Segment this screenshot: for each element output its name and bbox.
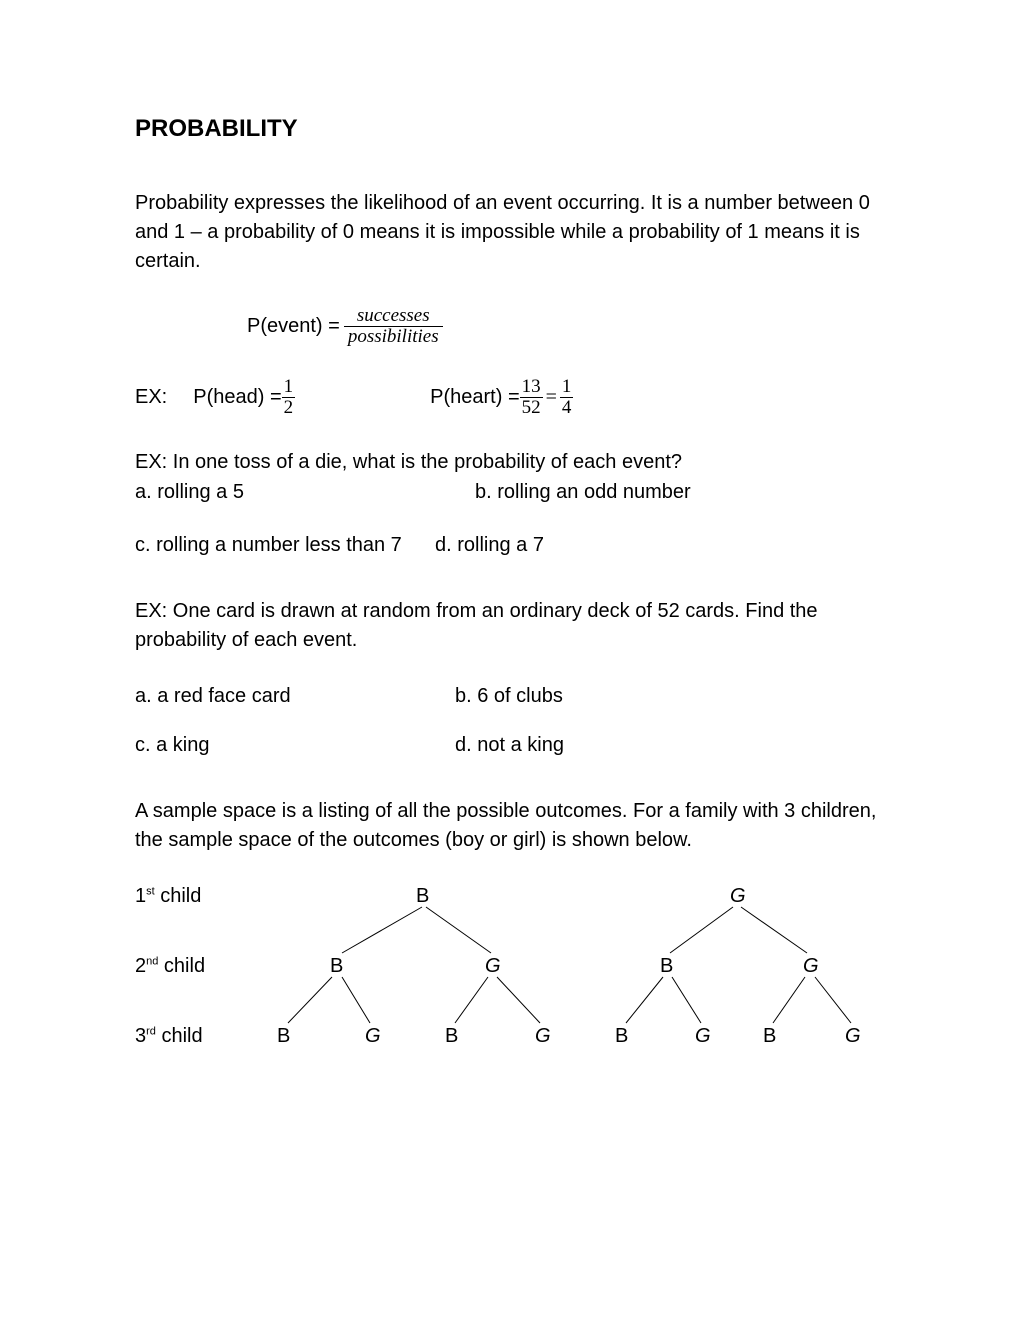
frac-den: 4 bbox=[560, 397, 574, 418]
tree-node: G bbox=[365, 1025, 381, 1048]
tree-node: G bbox=[695, 1025, 711, 1048]
formula-denominator: possibilities bbox=[344, 326, 443, 347]
ex1-heart-fraction-2: 1 4 bbox=[560, 377, 574, 418]
tree-node: B bbox=[330, 955, 343, 978]
tree-diagram: 1st child 2nd child 3rd child BGBGBGBGBG… bbox=[135, 885, 885, 1065]
ex2-b: b. rolling an odd number bbox=[475, 481, 691, 504]
spacer bbox=[135, 565, 885, 597]
ex1-head-label: P(head) = bbox=[193, 386, 281, 409]
ex3-row-cd: c. a king d. not a king bbox=[135, 734, 885, 757]
spacer bbox=[135, 765, 885, 797]
frac-num: 1 bbox=[282, 377, 296, 397]
tree-node: G bbox=[535, 1025, 551, 1048]
tree-node: G bbox=[730, 885, 746, 908]
ex3-question: EX: One card is drawn at random from an … bbox=[135, 597, 885, 655]
ex2-c: c. rolling a number less than 7 bbox=[135, 534, 435, 557]
ex3-row-ab: a. a red face card b. 6 of clubs bbox=[135, 685, 885, 708]
tree-node: G bbox=[803, 955, 819, 978]
intro-paragraph: Probability expresses the likelihood of … bbox=[135, 189, 885, 276]
frac-num: 13 bbox=[520, 377, 543, 397]
ex3-d: d. not a king bbox=[455, 734, 564, 757]
example-1: EX: P(head) = 1 2 P(heart) = 13 52 = 1 4 bbox=[135, 377, 885, 418]
spacer bbox=[135, 512, 885, 534]
ex1-heart-fraction-1: 13 52 bbox=[520, 377, 543, 418]
ex3-a: a. a red face card bbox=[135, 685, 455, 708]
sample-space-paragraph: A sample space is a listing of all the p… bbox=[135, 797, 885, 855]
page-title: PROBABILITY bbox=[135, 115, 885, 143]
frac-num: 1 bbox=[560, 377, 574, 397]
ex2-d: d. rolling a 7 bbox=[435, 534, 544, 557]
equals-sign: = bbox=[546, 386, 557, 409]
formula-numerator: successes bbox=[353, 306, 434, 326]
formula-fraction: successes possibilities bbox=[344, 306, 443, 347]
ex1-head-fraction: 1 2 bbox=[282, 377, 296, 418]
tree-node: B bbox=[660, 955, 673, 978]
ex3-c: c. a king bbox=[135, 734, 455, 757]
tree-node: B bbox=[416, 885, 429, 908]
tree-node: G bbox=[845, 1025, 861, 1048]
ex1-heart-label: P(heart) = bbox=[430, 386, 519, 409]
ex2-a: a. rolling a 5 bbox=[135, 481, 475, 504]
ex1-prefix: EX: bbox=[135, 386, 167, 409]
tree-node: B bbox=[615, 1025, 628, 1048]
tree-node: B bbox=[277, 1025, 290, 1048]
tree-node: B bbox=[445, 1025, 458, 1048]
frac-den: 2 bbox=[282, 397, 296, 418]
ex2-row-ab: a. rolling a 5 b. rolling an odd number bbox=[135, 481, 885, 504]
tree-node: B bbox=[763, 1025, 776, 1048]
tree-branches-svg bbox=[135, 885, 895, 1055]
page: PROBABILITY Probability expresses the li… bbox=[0, 0, 1020, 1065]
formula-lhs: P(event) = bbox=[247, 315, 340, 338]
ex3-b: b. 6 of clubs bbox=[455, 685, 563, 708]
ex2-question: EX: In one toss of a die, what is the pr… bbox=[135, 448, 885, 477]
probability-formula: P(event) = successes possibilities bbox=[247, 306, 885, 347]
ex2-row-cd: c. rolling a number less than 7 d. rolli… bbox=[135, 534, 885, 557]
frac-den: 52 bbox=[520, 397, 543, 418]
tree-node: G bbox=[485, 955, 501, 978]
